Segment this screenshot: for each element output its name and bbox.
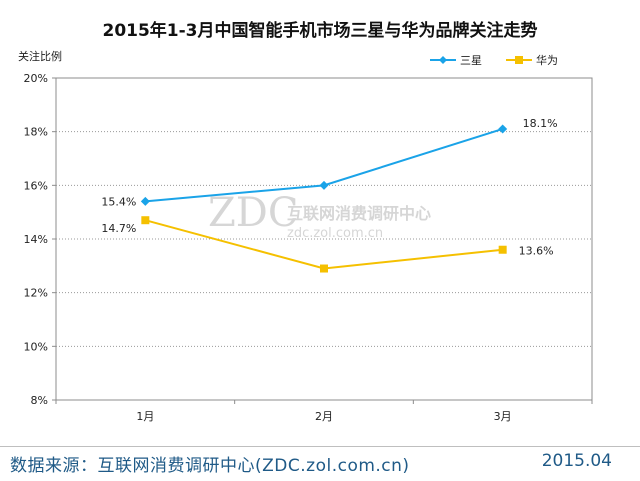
data-point-marker (320, 264, 328, 273)
y-tick-label: 8% (31, 394, 48, 407)
x-tick-label: 2月 (315, 410, 333, 423)
footer-source: 数据来源：互联网消费调研中心(ZDC.zol.com.cn) (10, 456, 410, 476)
data-point-marker (140, 196, 150, 206)
data-label: 14.7% (101, 222, 136, 235)
y-tick-label: 10% (24, 340, 48, 353)
watermark-url: zdc.zol.com.cn (287, 226, 383, 241)
x-tick-label: 1月 (136, 410, 154, 423)
watermark-logo: ZDC (208, 190, 298, 236)
footer-date: 2015.04 (541, 451, 612, 471)
y-tick-label: 12% (24, 287, 48, 300)
data-point-marker (498, 124, 508, 134)
y-tick-label: 18% (24, 126, 48, 139)
line-chart: 8% 10% 12% 14% 16% 18% 20% 1月 2月 3月 关注比例 ZDC互联网消费调研… (18, 49, 593, 423)
x-tick-label: 3月 (494, 410, 512, 423)
data-label: 18.1% (523, 117, 558, 130)
y-tick-label: 20% (24, 72, 48, 85)
legend-label: 三星 (460, 54, 482, 67)
data-label: 15.4% (101, 195, 136, 208)
legend-label: 华为 (536, 53, 558, 67)
data-point-marker (319, 180, 329, 190)
y-tick-label: 14% (24, 233, 48, 246)
y-axis-label: 关注比例 (18, 49, 62, 63)
legend-marker (439, 56, 447, 64)
watermark-org: 互联网消费调研中心 (287, 204, 431, 223)
chart-title: 2015年1-3月中国智能手机市场三星与华为品牌关注走势 (102, 21, 538, 41)
legend-marker (515, 56, 523, 64)
data-point-marker (141, 216, 150, 225)
data-point-marker (498, 245, 507, 254)
footer: 数据来源：互联网消费调研中心(ZDC.zol.com.cn) 2015.04 (0, 446, 640, 481)
y-tick-label: 16% (24, 179, 48, 192)
data-label: 13.6% (519, 245, 554, 258)
